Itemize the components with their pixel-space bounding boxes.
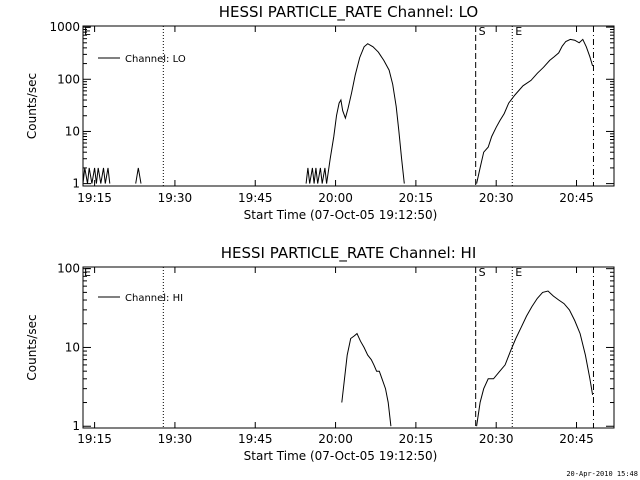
footer-timestamp: 20-Apr-2010 15:48	[566, 470, 638, 478]
x-axis-label: Start Time (07-Oct-05 19:12:50)	[244, 449, 438, 463]
y-tick-label: 10	[65, 124, 80, 138]
y-tick-label: 1	[72, 177, 80, 191]
x-tick-label: 19:15	[77, 191, 112, 205]
x-tick-label: 19:45	[238, 432, 273, 446]
chart-title: HESSI PARTICLE_RATE Channel: LO	[219, 3, 478, 22]
chart-panel-lo: HESSI PARTICLE_RATE Channel: LO 19:15 19:3…	[25, 3, 615, 222]
y-axis-label: Counts/sec	[25, 314, 39, 380]
series-line	[135, 167, 142, 184]
legend-label: Channel: LO	[125, 54, 186, 65]
marker-label: E	[515, 266, 522, 279]
marker-label: S	[479, 25, 486, 38]
legend-label: Channel: HI	[125, 293, 183, 304]
x-tick-label: 20:45	[559, 191, 594, 205]
series-line	[326, 43, 405, 184]
chart-panel-hi: HESSI PARTICLE_RATE Channel: HI 19:15 19:3…	[25, 244, 615, 463]
x-tick-label: 20:00	[318, 191, 353, 205]
marker-label: S	[479, 266, 486, 279]
marker-label: E	[515, 25, 522, 38]
x-tick-label: 19:30	[158, 191, 193, 205]
corner-label: E	[84, 25, 91, 38]
y-tick-label: 100	[57, 262, 80, 276]
y-axis-label: Counts/sec	[25, 73, 39, 139]
x-tick-label: 19:15	[77, 432, 112, 446]
x-tick-label: 20:15	[399, 191, 434, 205]
series-line	[82, 167, 111, 184]
x-tick-label: 20:00	[318, 432, 353, 446]
x-tick-label: 20:45	[559, 432, 594, 446]
series-line	[305, 167, 328, 184]
series-line	[476, 290, 594, 427]
x-tick-label: 20:30	[479, 432, 514, 446]
y-tick-label: 1000	[49, 20, 80, 34]
chart-title: HESSI PARTICLE_RATE Channel: HI	[221, 244, 477, 263]
x-tick-label: 19:30	[158, 432, 193, 446]
corner-label: E	[84, 266, 91, 279]
x-tick-label: 20:15	[399, 432, 434, 446]
plot-frame	[82, 25, 615, 187]
x-axis-label: Start Time (07-Oct-05 19:12:50)	[244, 208, 438, 222]
y-tick-label: 1	[72, 419, 80, 433]
x-tick-label: 19:45	[238, 191, 273, 205]
y-tick-label: 100	[57, 72, 80, 86]
y-tick-label: 10	[65, 340, 80, 354]
series-line	[341, 332, 392, 427]
x-tick-label: 20:30	[479, 191, 514, 205]
series-line	[476, 38, 594, 184]
